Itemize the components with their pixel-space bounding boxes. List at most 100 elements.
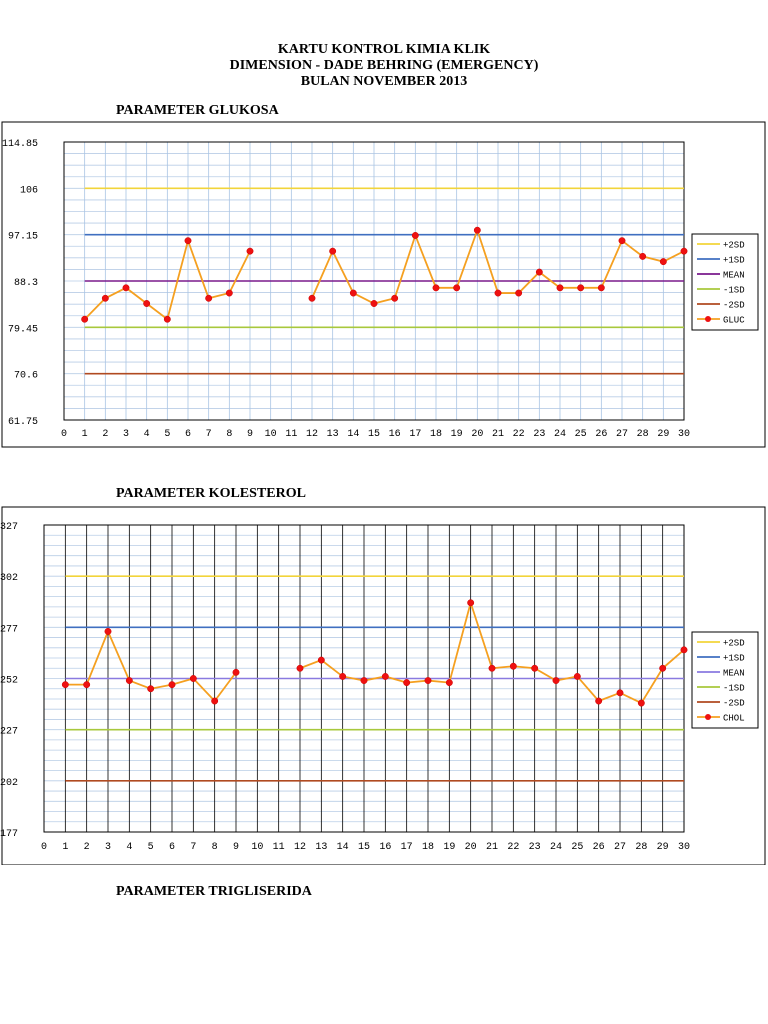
x-tick-label: 2: [84, 842, 90, 853]
y-tick-label: 277: [0, 624, 18, 635]
data-point: [232, 668, 240, 676]
data-point: [411, 232, 419, 239]
data-point: [595, 697, 603, 705]
legend-label: MEAN: [723, 669, 745, 679]
header-subtitle: DIMENSION - DADE BEHRING (EMERGENCY): [229, 58, 539, 73]
data-point: [424, 677, 432, 684]
legend-label: -1SD: [723, 286, 745, 296]
data-point: [360, 677, 368, 684]
x-tick-label: 20: [465, 842, 477, 853]
x-tick-label: 28: [635, 842, 647, 853]
x-tick-label: 4: [144, 429, 150, 440]
x-tick-label: 4: [126, 842, 132, 853]
data-point: [473, 226, 481, 234]
x-tick-label: 16: [389, 429, 401, 440]
data-point: [370, 300, 378, 307]
legend-marker: [705, 714, 711, 720]
report-header: KARTU KONTROL KIMIA KLIK DIMENSION - DAD…: [0, 42, 768, 90]
y-tick-label: 106: [20, 185, 38, 196]
header-period: BULAN NOVEMBER 2013: [300, 74, 468, 89]
data-point: [445, 679, 453, 687]
data-point: [597, 284, 605, 292]
data-point: [453, 284, 461, 292]
y-tick-label: 70.6: [14, 371, 38, 382]
x-tick-label: 29: [657, 429, 669, 440]
x-tick-label: 12: [306, 429, 318, 440]
data-point: [616, 689, 624, 697]
y-tick-label: 227: [0, 727, 18, 738]
data-point: [391, 294, 399, 302]
data-point: [680, 646, 688, 654]
y-tick-label: 327: [0, 522, 18, 533]
legend-label: +1SD: [723, 654, 745, 664]
data-point: [552, 677, 560, 684]
data-point: [189, 675, 197, 682]
data-point: [168, 681, 176, 689]
x-tick-label: 25: [571, 842, 583, 853]
x-tick-label: 13: [315, 842, 327, 853]
section-title-trigliserida: PARAMETER TRIGLISERIDA: [116, 884, 312, 899]
legend-box: [691, 233, 759, 331]
data-point: [577, 284, 585, 292]
x-tick-label: 19: [443, 842, 455, 853]
x-tick-label: 22: [513, 429, 525, 440]
data-point: [637, 699, 645, 707]
x-tick-label: 21: [492, 429, 504, 440]
x-tick-label: 19: [451, 429, 463, 440]
data-point: [618, 237, 626, 245]
x-tick-label: 3: [105, 842, 111, 853]
data-point: [125, 677, 133, 684]
x-tick-label: 29: [657, 842, 669, 853]
x-tick-label: 13: [327, 429, 339, 440]
data-point: [659, 664, 667, 672]
x-tick-label: 14: [337, 842, 349, 853]
x-tick-label: 27: [616, 429, 628, 440]
data-point: [101, 294, 109, 302]
data-point: [163, 315, 171, 323]
data-point: [225, 289, 233, 297]
data-point: [531, 664, 539, 672]
x-tick-label: 7: [206, 429, 212, 440]
x-tick-label: 15: [358, 842, 370, 853]
legend-label: -1SD: [723, 684, 745, 694]
data-point: [317, 656, 325, 664]
data-point: [246, 247, 254, 255]
data-point: [659, 258, 667, 266]
y-tick-label: 61.75: [8, 417, 38, 428]
x-tick-label: 12: [294, 842, 306, 853]
data-point: [104, 627, 112, 635]
legend-label: +2SD: [723, 639, 745, 649]
x-tick-label: 17: [401, 842, 413, 853]
data-point: [509, 662, 517, 670]
data-point: [339, 673, 347, 680]
x-tick-label: 18: [430, 429, 442, 440]
x-tick-label: 18: [422, 842, 434, 853]
data-point: [211, 697, 219, 705]
data-point: [381, 673, 389, 680]
y-tick-label: 177: [0, 829, 18, 840]
x-tick-label: 23: [533, 429, 545, 440]
section-title-glukosa: PARAMETER GLUKOSA: [116, 103, 279, 118]
x-tick-label: 26: [593, 842, 605, 853]
section-title-kolesterol: PARAMETER KOLESTEROL: [116, 486, 306, 501]
data-point: [329, 247, 337, 255]
x-tick-label: 11: [273, 842, 285, 853]
x-tick-label: 8: [226, 429, 232, 440]
data-point: [432, 284, 440, 292]
data-point: [488, 664, 496, 672]
x-tick-label: 30: [678, 429, 690, 440]
data-point: [308, 294, 316, 302]
legend-label: -2SD: [723, 699, 745, 709]
x-tick-label: 25: [575, 429, 587, 440]
legend-box: [691, 631, 759, 729]
data-point: [184, 237, 192, 245]
x-tick-label: 0: [61, 429, 67, 440]
header-title: KARTU KONTROL KIMIA KLIK: [277, 42, 491, 57]
x-tick-label: 28: [637, 429, 649, 440]
x-tick-label: 8: [212, 842, 218, 853]
y-tick-label: 252: [0, 676, 18, 687]
x-tick-label: 23: [529, 842, 541, 853]
data-point: [143, 300, 151, 307]
